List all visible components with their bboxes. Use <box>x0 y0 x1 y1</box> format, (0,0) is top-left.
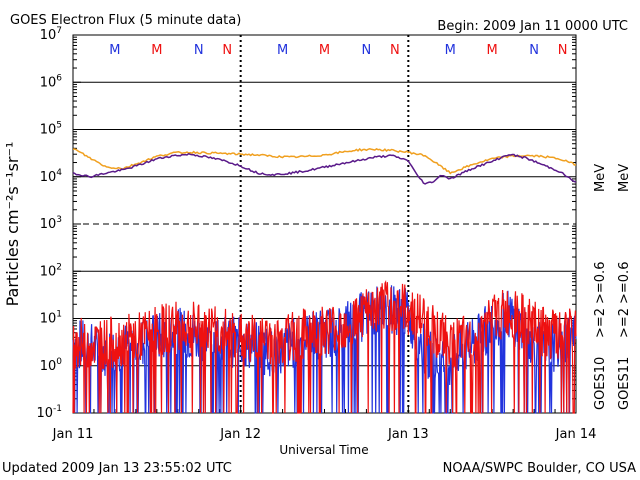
legend-low: >=2 <box>593 308 608 338</box>
mn-marker: M <box>151 43 162 58</box>
mn-marker: N <box>194 43 204 58</box>
mn-marker: M <box>109 43 120 58</box>
mn-marker: M <box>277 43 288 58</box>
y-tick-label: 10-1 <box>36 404 62 421</box>
legend-satellite: GOES10 <box>593 357 608 410</box>
y-tick-label: 102 <box>40 262 62 279</box>
x-tick-label: Jan 11 <box>52 427 94 442</box>
mn-marker: N <box>558 43 568 58</box>
credit-label: NOAA/SWPC Boulder, CO USA <box>443 461 636 476</box>
legend: GOES10 >=2 >=0.6 MeV GOES11 >=2 >=0.6 MeV <box>593 164 632 410</box>
y-axis-label: Particles cm⁻²s⁻¹sr⁻¹ <box>3 142 22 307</box>
series-line <box>72 147 577 175</box>
mn-marker: M <box>445 43 456 58</box>
y-tick-label: 104 <box>40 168 63 185</box>
mn-marker: N <box>390 43 400 58</box>
x-tick-label: Jan 12 <box>219 427 261 442</box>
x-tick-label: Jan 14 <box>555 427 597 442</box>
updated-label: Updated 2009 Jan 13 23:55:02 UTC <box>2 461 232 476</box>
begin-label: Begin: 2009 Jan 11 0000 UTC <box>437 19 628 34</box>
x-tick-label: Jan 13 <box>387 427 429 442</box>
y-tick-label: 106 <box>40 73 63 90</box>
y-tick-label: 105 <box>40 121 62 138</box>
x-axis-label: Universal Time <box>279 443 368 457</box>
mn-marker: M <box>487 43 498 58</box>
mn-marker: N <box>222 43 232 58</box>
series-group <box>72 147 577 414</box>
legend-unit: MeV <box>593 164 608 192</box>
legend-low: >=2 <box>617 308 632 338</box>
chart-title: GOES Electron Flux (5 minute data) <box>10 13 241 28</box>
series-line <box>72 280 577 414</box>
y-tick-label: 107 <box>40 26 62 43</box>
legend-high: >=0.6 <box>593 262 608 304</box>
mn-marker: N <box>362 43 372 58</box>
mn-marker: M <box>319 43 330 58</box>
legend-high: >=0.6 <box>617 262 632 304</box>
y-tick-label: 101 <box>40 310 62 327</box>
mn-marker: N <box>529 43 539 58</box>
y-tick-label: 103 <box>40 215 62 232</box>
series-line <box>72 152 577 185</box>
x-axis-ticks: Jan 11 Jan 12 Jan 13 Jan 14 <box>52 405 597 442</box>
legend-unit: MeV <box>617 164 632 192</box>
legend-satellite: GOES11 <box>617 357 632 410</box>
y-tick-label: 100 <box>40 357 63 374</box>
